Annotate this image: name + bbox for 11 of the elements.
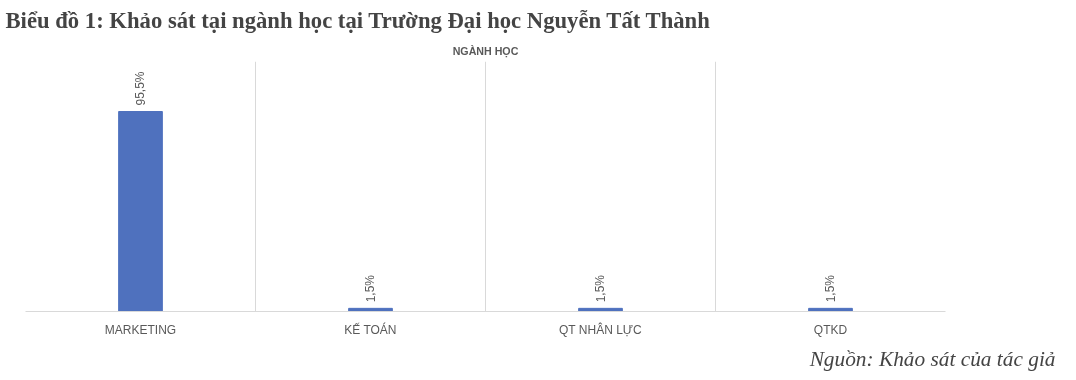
data-label: 1,5% [593,274,608,303]
data-label: 1,5% [363,274,378,303]
x-tick-label: QT NHÂN LỰC [559,321,643,337]
data-label: 95,5% [133,71,148,106]
x-tick-label: MARKETING [104,322,177,337]
data-label: 1,5% [823,274,838,303]
text: Nguồn: Khảo sát của tác giả [808,346,1056,371]
x-tick-label: QTKD [813,322,848,337]
x-tick-label: KẾ TOÁN [344,321,397,337]
chart-subtitle: NGÀNH HỌC [452,44,519,58]
chart-title: Biểu đồ 1: Khảo sát tại ngành học tại Trường Đại học Nguyễn Tất Thành [5,7,711,33]
